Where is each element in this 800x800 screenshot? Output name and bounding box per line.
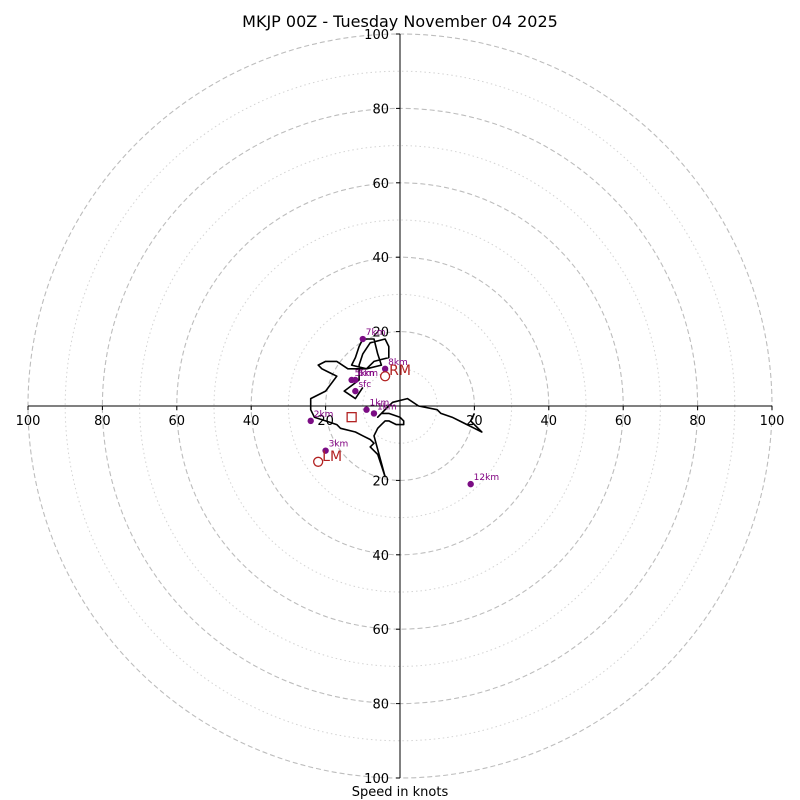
axes bbox=[28, 34, 772, 778]
hodograph-line bbox=[309, 338, 483, 478]
x-tick-label: 80 bbox=[689, 414, 706, 429]
storm-motion-label: LM bbox=[322, 449, 342, 465]
storm-motions: RM LM bbox=[313, 363, 411, 467]
height-marker-label: sfc bbox=[358, 380, 371, 390]
height-marker-label: 12km bbox=[474, 473, 499, 483]
x-tick-label: 100 bbox=[16, 414, 41, 429]
height-marker-point bbox=[370, 410, 378, 417]
mean-wind-marker bbox=[346, 412, 357, 423]
height-marker-label: 6km bbox=[358, 369, 378, 379]
height-marker-label: 7km bbox=[366, 328, 386, 338]
height-marker-point bbox=[359, 335, 366, 343]
height-marker-label: 3km bbox=[329, 440, 349, 450]
height-marker-label: 2km bbox=[314, 410, 334, 420]
y-tick-label: 80 bbox=[372, 102, 389, 117]
height-marker-label: 8km bbox=[388, 358, 408, 368]
y-tick-label: 60 bbox=[372, 177, 389, 192]
y-tick-label: 100 bbox=[364, 28, 389, 43]
height-marker-point bbox=[363, 406, 370, 413]
x-tick-label: 80 bbox=[94, 414, 111, 429]
hodograph-trace bbox=[309, 338, 483, 478]
height-marker-point bbox=[352, 387, 359, 395]
x-axis-label: Speed in knots bbox=[352, 785, 449, 800]
x-tick-label: 40 bbox=[541, 414, 558, 429]
x-tick-label: 60 bbox=[169, 414, 186, 429]
y-tick-label: 20 bbox=[372, 474, 389, 489]
height-marker-point bbox=[467, 480, 474, 488]
y-tick-label: 100 bbox=[364, 772, 389, 787]
storm-motion-label: RM bbox=[389, 363, 411, 379]
x-tick-label: 20 bbox=[466, 414, 483, 429]
y-tick-label: 80 bbox=[372, 698, 389, 713]
height-marker-point bbox=[322, 447, 329, 454]
x-tick-label: 60 bbox=[615, 414, 632, 429]
height-marker-label: 1km bbox=[370, 399, 390, 409]
height-marker-label: 5km bbox=[355, 369, 375, 379]
y-tick-label: 40 bbox=[372, 549, 389, 564]
storm-motion-marker bbox=[313, 456, 324, 467]
y-tick-label: 60 bbox=[372, 623, 389, 638]
x-tick-label: 100 bbox=[760, 414, 785, 429]
storm-motion-marker bbox=[379, 371, 391, 382]
y-tick-label: 20 bbox=[372, 326, 389, 341]
chart-title: MKJP 00Z - Tuesday November 04 2025 bbox=[242, 12, 558, 31]
height-marker-point bbox=[307, 417, 314, 425]
height-marker-label: 1km bbox=[377, 402, 397, 412]
tick-labels: 100 80 60 40 20 20 40 60 80 100100806040202040608… bbox=[16, 28, 785, 787]
x-tick-label: 40 bbox=[243, 414, 260, 429]
height-marker-point bbox=[381, 365, 389, 372]
height-marker-point bbox=[352, 376, 359, 384]
y-tick-label: 40 bbox=[372, 251, 389, 266]
